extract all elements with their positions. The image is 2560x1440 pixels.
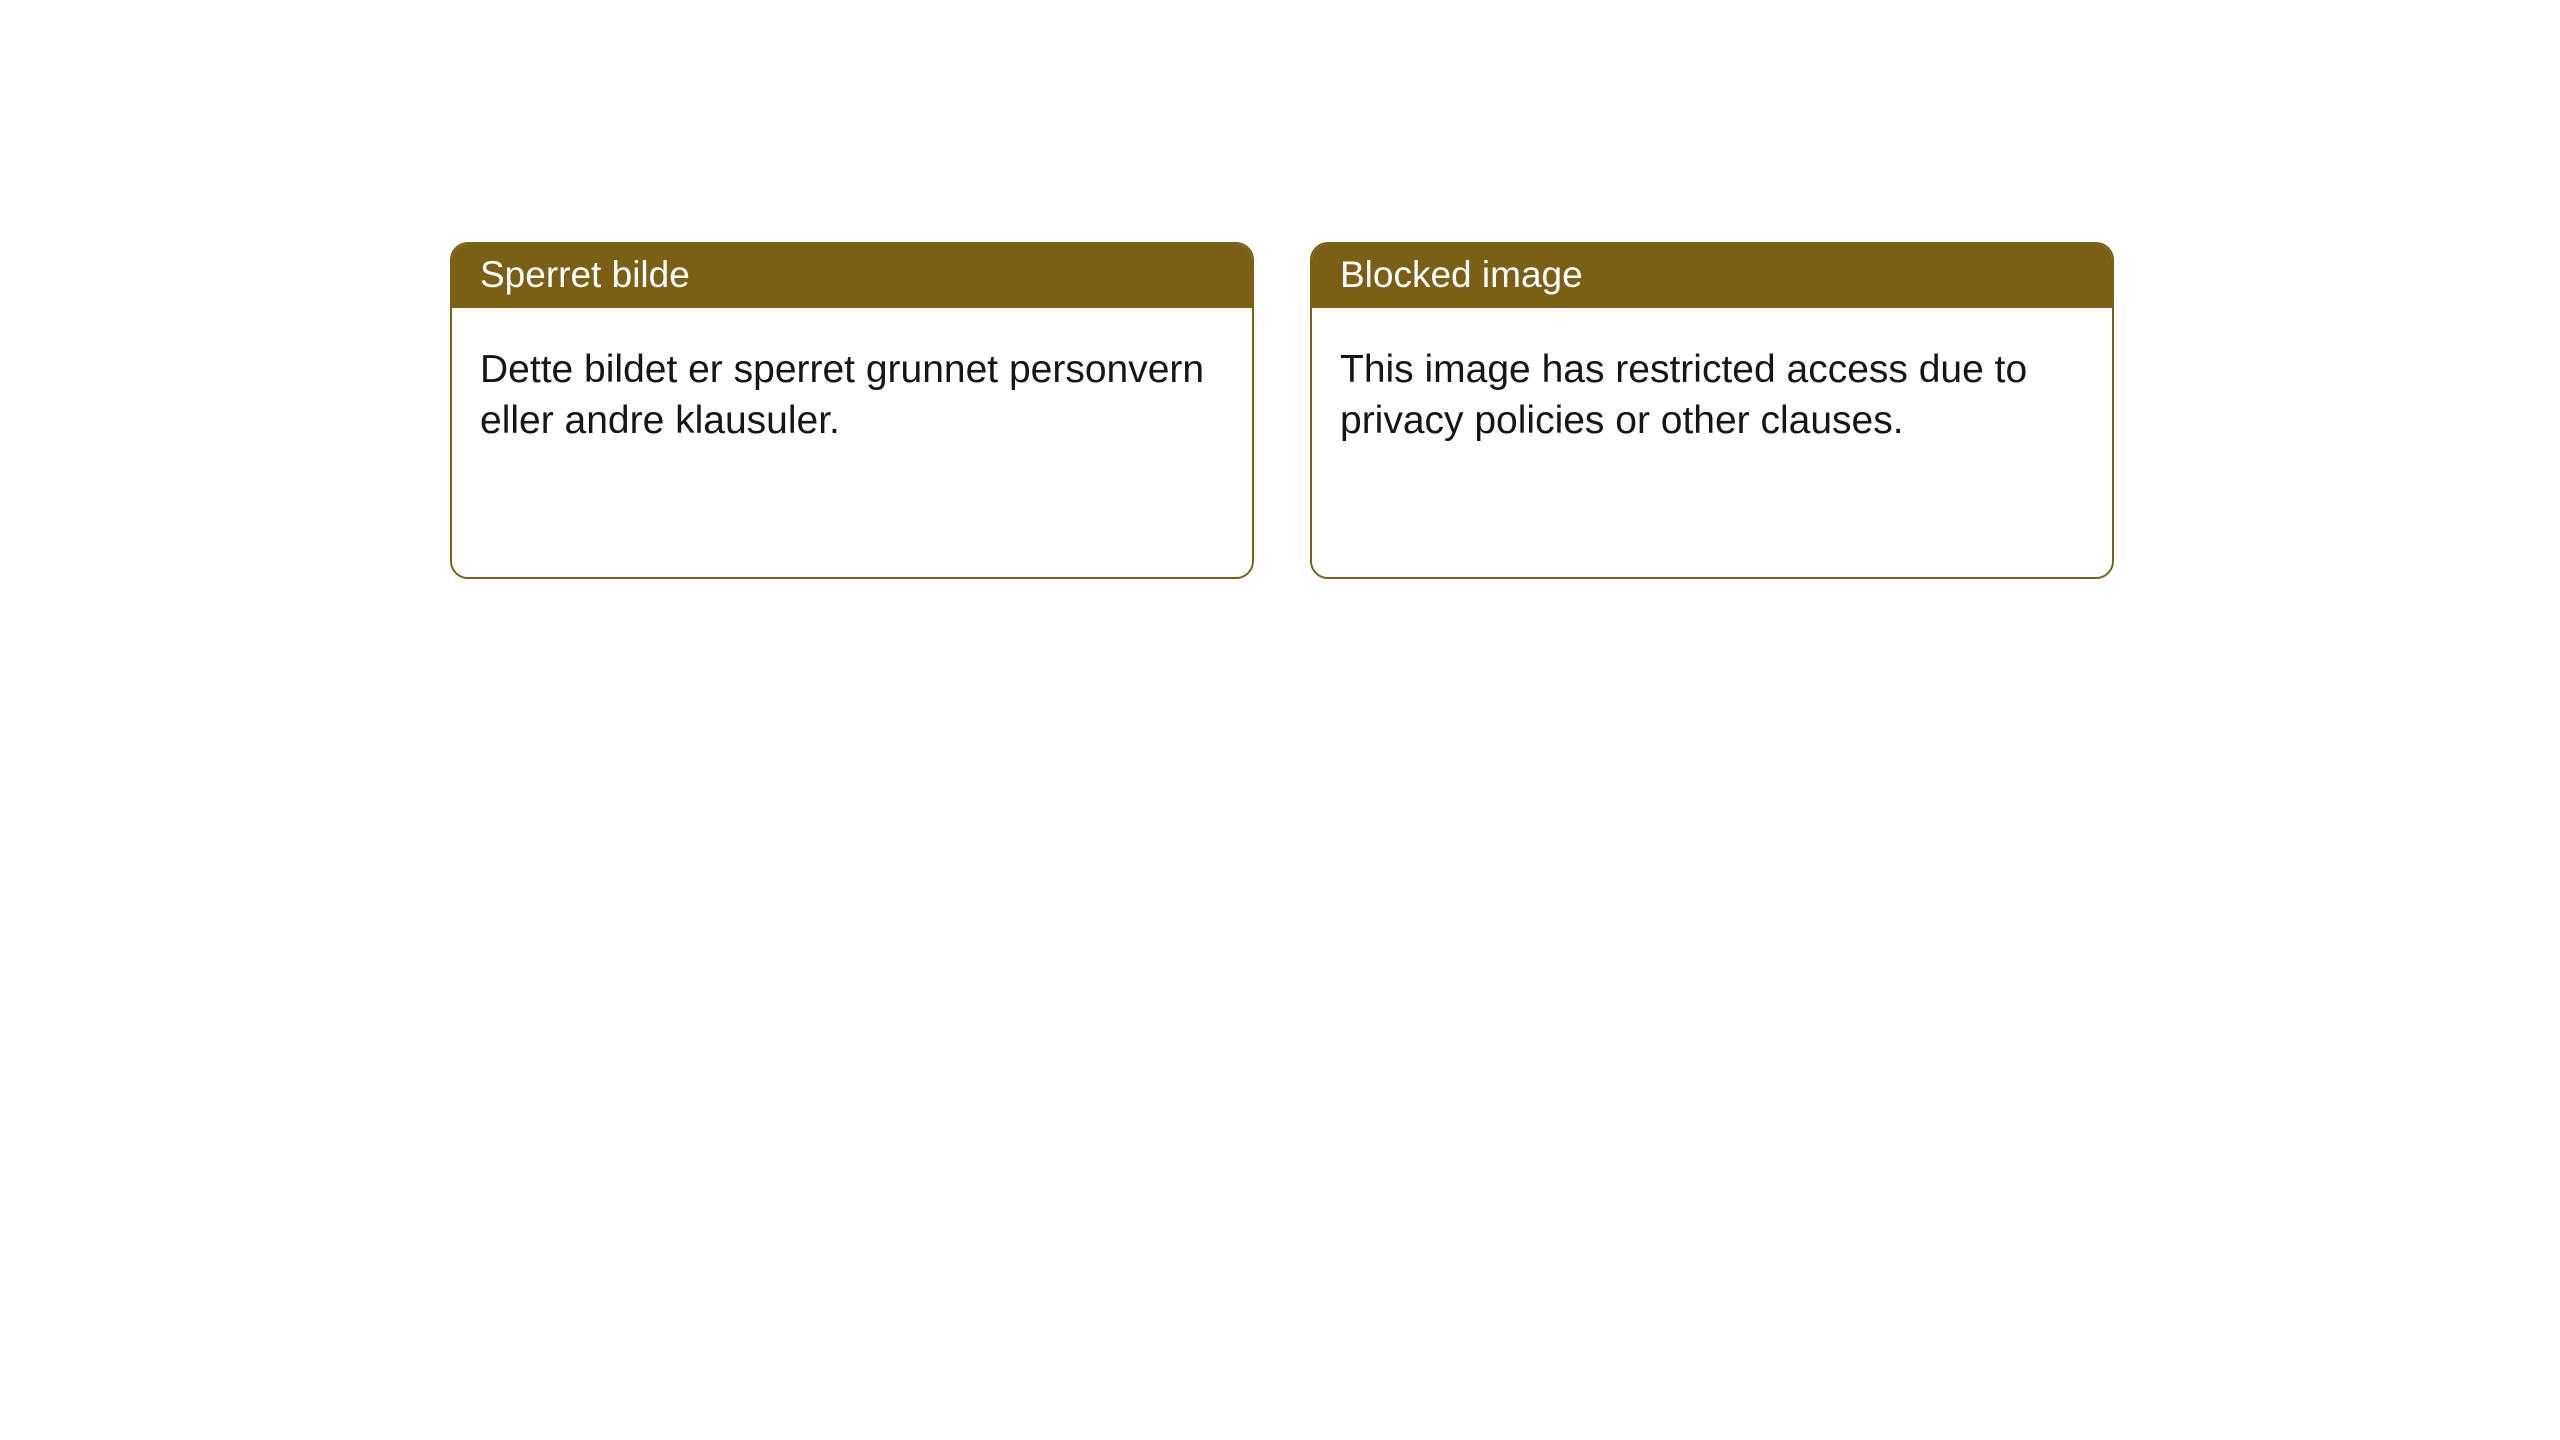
notice-container: Sperret bilde Dette bildet er sperret gr…: [450, 242, 2114, 579]
notice-body-english: This image has restricted access due to …: [1312, 308, 2112, 577]
notice-title-norwegian: Sperret bilde: [452, 244, 1252, 308]
notice-title-english: Blocked image: [1312, 244, 2112, 308]
notice-body-norwegian: Dette bildet er sperret grunnet personve…: [452, 308, 1252, 577]
notice-card-english: Blocked image This image has restricted …: [1310, 242, 2114, 579]
notice-card-norwegian: Sperret bilde Dette bildet er sperret gr…: [450, 242, 1254, 579]
